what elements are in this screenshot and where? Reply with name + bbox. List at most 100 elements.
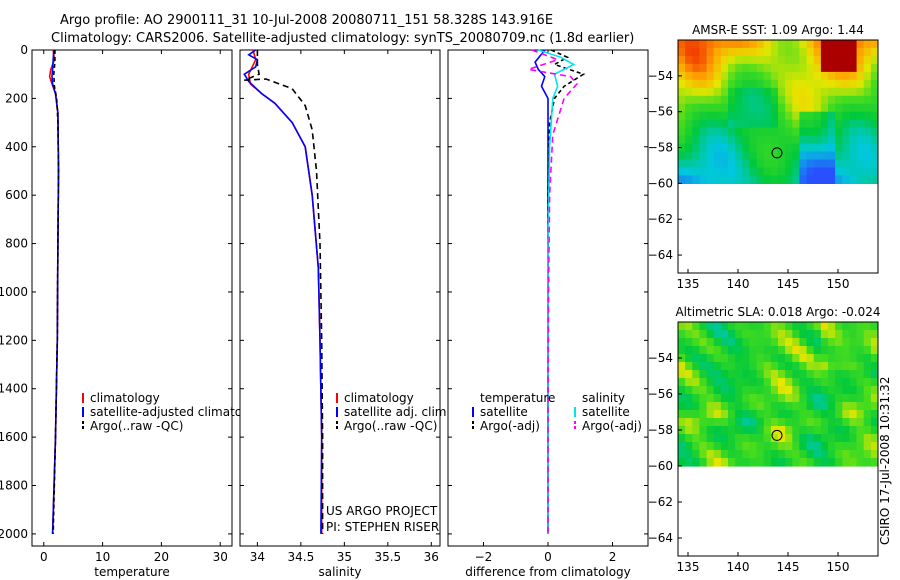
sst-map-cell — [735, 103, 743, 113]
sla-map-cell — [820, 322, 829, 331]
sla-map-cell — [735, 346, 743, 355]
sst-map-cell — [742, 40, 750, 49]
sla-map-cell — [856, 362, 865, 371]
sst-map-cell — [756, 87, 765, 97]
sst-map-cell — [763, 103, 772, 113]
sst-map-cell — [770, 95, 779, 105]
sla-map-cell — [813, 330, 822, 339]
sla-map-cell — [756, 450, 765, 459]
sla-map-cell — [713, 410, 722, 419]
sst-map-cell — [799, 40, 808, 49]
sla-map-cell — [770, 338, 779, 347]
sst-map-cell — [820, 55, 829, 65]
sla-map-cell — [756, 338, 765, 347]
sla-map-cell — [770, 450, 779, 459]
sst-map-cell — [749, 143, 758, 153]
sst-map-cell — [685, 71, 693, 81]
sst-map-cell — [742, 71, 750, 81]
sst-map-cell — [778, 103, 786, 113]
sst-map-cell — [699, 135, 708, 145]
sst-map-cell — [770, 135, 779, 145]
sla-map-cell — [692, 402, 700, 411]
sst-map-cell — [806, 175, 815, 184]
sst-map-cell — [699, 127, 708, 137]
sst-map-cell — [806, 55, 815, 65]
sla-map-cell — [835, 362, 843, 371]
sla-map-cell — [835, 354, 843, 363]
sst-map-cell — [720, 95, 729, 105]
sla-map-cell — [863, 362, 872, 371]
sst-map-cell — [720, 111, 729, 121]
sla-map-cell — [792, 362, 800, 371]
sst-map-cell — [842, 111, 850, 121]
credit-line2: PI: STEPHEN RISER — [326, 520, 439, 534]
sla-map-cell — [842, 458, 850, 467]
sst-map-cell — [692, 63, 700, 73]
sla-map-cell — [685, 346, 693, 355]
sla-map-cell — [778, 442, 786, 451]
sla-map-cell — [870, 378, 878, 387]
sla-map-cell — [742, 426, 750, 435]
sst-map-cell — [728, 143, 736, 153]
sst-map-cell — [735, 159, 743, 169]
sla-map-cell — [828, 322, 836, 331]
sla-map-cell — [728, 402, 736, 411]
sst-map-cell — [678, 55, 686, 65]
temperature-ytick-label: 0 — [20, 43, 28, 57]
sst-map-cell — [785, 95, 793, 105]
sla-map-cell — [799, 370, 808, 379]
sst-map-cell — [678, 167, 686, 177]
sst-map-cell — [728, 103, 736, 113]
sla-map-cell — [720, 442, 729, 451]
sst-map-cell — [828, 103, 836, 113]
sla-map-cell — [792, 394, 800, 403]
sst-map-cell — [756, 119, 765, 129]
sla-map-cell — [792, 402, 800, 411]
sla-map-cell — [720, 434, 729, 443]
sst-map-cell — [678, 127, 686, 137]
sla-map-cell — [813, 338, 822, 347]
sla-map-cell — [792, 346, 800, 355]
sst-map-cell — [685, 175, 693, 184]
sst-map-cell — [685, 55, 693, 65]
sla-map-cell — [792, 410, 800, 419]
sst-map-cell — [763, 151, 772, 161]
side-timestamp-label: CSIRO 17-Jul-2008 10:31:32 — [878, 377, 892, 545]
sst-map-cell — [770, 159, 779, 169]
sst-map-cell — [806, 151, 815, 161]
sst-map-cell — [720, 55, 729, 65]
sla-map-cell — [713, 458, 722, 467]
sst-map-cell — [720, 63, 729, 73]
sst-map-cell — [699, 175, 708, 184]
sst-map-cell — [778, 40, 786, 49]
sst-map-cell — [863, 95, 872, 105]
sla-map-cell — [735, 418, 743, 427]
sla-map-cell — [713, 442, 722, 451]
sst-map-cell — [849, 103, 858, 113]
sla-map-cell — [742, 418, 750, 427]
sla-map-cell — [799, 418, 808, 427]
sst-map-cell — [842, 87, 850, 97]
sla-map-cell — [799, 426, 808, 435]
sla-map-cell — [799, 354, 808, 363]
sst-map-cell — [685, 167, 693, 177]
sst-map-cell — [849, 119, 858, 129]
sla-map-cell — [678, 370, 686, 379]
sla-map-cell — [820, 386, 829, 395]
temperature-xtick-label: 30 — [213, 550, 228, 564]
difference-xtick-label: 2 — [609, 550, 617, 564]
sst-map-cell — [706, 159, 715, 169]
sla-map-cell — [828, 418, 836, 427]
sla-map-cell — [763, 378, 772, 387]
salinity-panel: 34 34.5 35 35.5 36 salinity climatologysatelli… — [239, 49, 450, 579]
sst-map-cell — [870, 79, 878, 89]
sla-map-cell — [692, 450, 700, 459]
sst-map-cell — [699, 87, 708, 97]
sla-map-cell — [813, 370, 822, 379]
sst-map-cell — [699, 159, 708, 169]
sla-map-cell — [813, 346, 822, 355]
sla-map-cell — [728, 370, 736, 379]
sla-map-cell — [842, 426, 850, 435]
sst-map-cell — [728, 79, 736, 89]
sla-map-cell — [856, 330, 865, 339]
